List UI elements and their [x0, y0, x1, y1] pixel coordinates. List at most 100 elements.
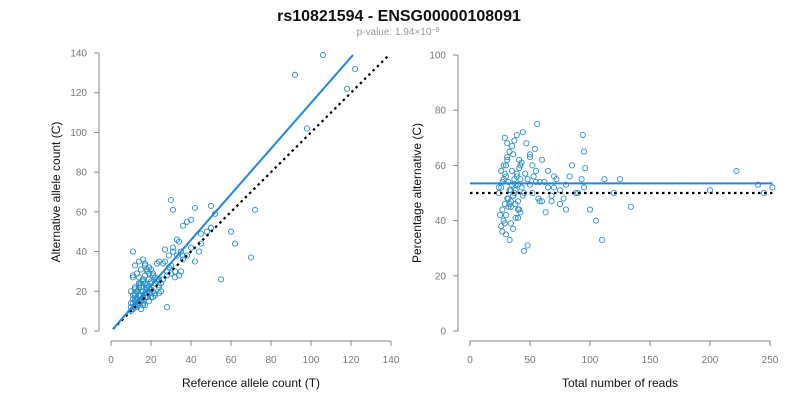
percent-y-tick-label: 60	[435, 161, 447, 172]
allele-data-point	[131, 296, 139, 303]
percent-data-point	[553, 176, 560, 183]
allele-data-point	[177, 268, 185, 275]
allele-reference-line	[112, 54, 390, 330]
percent-data-point	[532, 167, 540, 174]
percent-data-point	[499, 178, 506, 186]
percent-data-point	[532, 178, 540, 186]
percent-data-point	[507, 187, 514, 194]
allele-x-tick-label: 40	[185, 355, 197, 366]
percent-y-tick-label: 100	[429, 51, 446, 62]
percent-data-point	[580, 184, 588, 191]
allele-data-point	[163, 272, 171, 279]
allele-x-tick-label: 100	[303, 355, 320, 366]
percent-data-point	[514, 214, 522, 221]
percent-data-point	[498, 184, 505, 191]
percent-data-point	[516, 165, 523, 172]
percent-data-point	[504, 154, 511, 161]
percent-data-point	[627, 203, 634, 210]
percent-data-point	[592, 217, 600, 224]
percent-data-point	[526, 154, 534, 161]
allele-data-point	[251, 206, 259, 213]
percent-data-point	[523, 140, 530, 147]
allele-data-point	[131, 262, 139, 269]
allele-data-point	[175, 238, 183, 245]
percent-data-point	[598, 236, 606, 243]
percent-x-tick-label: 200	[702, 355, 719, 366]
percent-data-point	[566, 173, 573, 180]
percent-data-point	[538, 156, 546, 163]
percent-data-point	[505, 178, 512, 186]
percent-data-point	[582, 165, 589, 172]
percent-data-point	[501, 220, 508, 227]
allele-x-tick-label: 20	[145, 355, 157, 366]
allele-data-point	[207, 202, 215, 209]
allele-data-point	[169, 206, 177, 213]
allele-data-point	[145, 264, 153, 271]
percent-y-tick-label: 40	[435, 216, 447, 227]
p-value-exponent: −9	[431, 27, 439, 34]
allele-y-tick-label: 0	[81, 327, 87, 338]
allele-y-tick-label: 100	[70, 128, 87, 139]
allele-data-point	[247, 254, 255, 261]
percent-data-point	[524, 176, 531, 183]
allele-data-point	[231, 240, 239, 247]
allele-data-point	[217, 276, 225, 283]
percent-data-point	[502, 162, 510, 169]
percent-data-point	[556, 200, 564, 208]
allele-data-point	[163, 304, 171, 311]
allele-x-tick-label: 80	[265, 355, 277, 366]
percent-data-point	[616, 176, 624, 183]
allele-data-point	[137, 306, 145, 313]
allele-y-tick-label: 120	[70, 88, 87, 99]
percent-data-point	[506, 236, 513, 243]
percent-data-point	[754, 181, 762, 188]
allele-data-point	[179, 222, 187, 229]
percent-data-point	[530, 173, 537, 180]
percent-x-axis-label: Total number of reads	[562, 376, 678, 390]
allele-data-point	[149, 294, 157, 301]
allele-x-tick-label: 120	[343, 355, 360, 366]
percent-data-point	[500, 162, 507, 169]
percent-data-point	[610, 189, 618, 197]
percent-data-point	[550, 184, 558, 191]
percent-data-point	[505, 203, 512, 210]
allele-data-point	[179, 256, 187, 263]
percent-data-point	[510, 151, 517, 158]
allele-fit-line	[112, 54, 354, 330]
allele-data-point	[139, 278, 147, 285]
allele-data-point	[169, 248, 177, 255]
allele-data-point	[141, 302, 149, 309]
percent-data-point	[526, 181, 534, 188]
percent-data-point	[495, 184, 502, 191]
percent-data-point	[508, 167, 516, 174]
percent-data-point	[531, 145, 538, 152]
percent-data-point	[498, 223, 505, 230]
allele-data-point	[145, 270, 153, 277]
percent-data-point	[562, 206, 570, 213]
percent-data-point	[513, 131, 520, 139]
percent-data-point	[536, 178, 543, 186]
allele-data-point	[143, 282, 151, 289]
allele-data-point	[153, 260, 161, 267]
percent-data-point	[504, 156, 511, 163]
percent-y-tick-label: 0	[440, 327, 446, 338]
percent-data-point	[499, 206, 506, 213]
percent-data-point	[568, 162, 576, 169]
percent-data-point	[506, 148, 513, 155]
percent-data-point	[517, 209, 524, 216]
percent-x-tick-label: 150	[642, 355, 659, 366]
percent-data-point	[534, 120, 541, 128]
allele-data-point	[173, 252, 181, 259]
percent-data-point	[548, 198, 555, 205]
allele-y-tick-label: 80	[76, 168, 88, 179]
percent-data-point	[501, 134, 508, 141]
percent-data-point	[507, 220, 514, 227]
percent-data-point	[601, 176, 608, 183]
allele-data-point	[131, 290, 139, 297]
allele-x-tick-label: 60	[225, 355, 237, 366]
allele-data-point	[197, 230, 205, 237]
allele-data-point	[135, 274, 143, 281]
allele-x-tick-label: 140	[383, 355, 400, 366]
allele-data-point	[129, 248, 137, 255]
percent-data-point	[520, 189, 528, 197]
